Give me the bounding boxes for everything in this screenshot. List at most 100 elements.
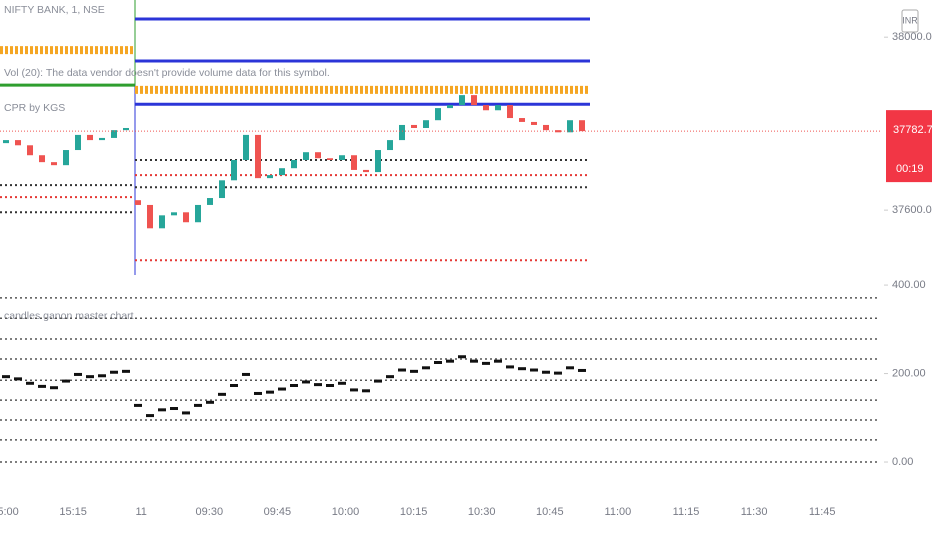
candle-body (291, 159, 297, 169)
dash-mark (98, 374, 106, 378)
candle-body (423, 120, 429, 128)
dash-mark (530, 368, 538, 372)
candle-body (543, 124, 549, 131)
dash-mark (218, 392, 226, 396)
candle-body (243, 134, 249, 160)
candle-body (111, 130, 117, 138)
dash-mark (302, 380, 310, 384)
dash-mark (158, 408, 166, 412)
candle-body (27, 145, 33, 156)
candle-body (327, 158, 333, 160)
dash-mark (38, 384, 46, 388)
candle-body (315, 152, 321, 159)
candle-body (267, 175, 273, 179)
dash-mark (458, 355, 466, 359)
dash-mark (290, 384, 298, 388)
candle-body (3, 140, 9, 144)
dash-mark (146, 414, 154, 418)
dash-mark (170, 407, 178, 411)
x-tick-label: 10:45 (536, 506, 564, 518)
dash-mark (242, 372, 250, 376)
dash-mark (554, 371, 562, 375)
candle-body (15, 140, 21, 146)
candle-body (99, 137, 105, 141)
candle-body (51, 162, 57, 166)
candle-body (279, 168, 285, 176)
volume-note: Vol (20): The data vendor doesn't provid… (4, 67, 330, 79)
x-tick-label: 11:45 (809, 506, 836, 518)
x-tick-label: 15:15 (59, 506, 87, 518)
dash-mark (326, 384, 334, 388)
candle-body (507, 105, 513, 119)
dash-mark (386, 375, 394, 379)
candle-body (147, 204, 153, 229)
dash-mark (62, 379, 70, 383)
y-tick-label: 37600.00 (892, 204, 932, 216)
x-tick-label: 10:30 (468, 506, 496, 518)
currency-badge (901, 9, 919, 33)
candle-body (411, 124, 417, 128)
candle-body (483, 105, 489, 111)
dash-mark (278, 387, 286, 391)
candle-body (471, 95, 477, 106)
dash-mark (86, 375, 94, 379)
x-tick-label: 09:45 (264, 506, 292, 518)
dash-mark (482, 361, 490, 365)
candle-body (387, 140, 393, 151)
candle-body (459, 95, 465, 106)
dash-mark (14, 377, 22, 381)
dash-mark (194, 403, 202, 407)
candle-body (231, 159, 237, 181)
candle-body (399, 124, 405, 141)
dash-mark (578, 368, 586, 372)
candle-body (87, 134, 93, 141)
lower-indicator-name: candles ganon master chart (4, 310, 134, 322)
candle-body (363, 169, 369, 173)
last-price-label: 37782.75 (893, 124, 932, 136)
dash-mark (350, 388, 358, 392)
x-tick-label: 15:00 (0, 506, 19, 518)
dash-mark (2, 375, 10, 379)
dash-mark (434, 360, 442, 364)
candle-body (135, 200, 141, 205)
dash-mark (542, 370, 550, 374)
candle-body (519, 118, 525, 122)
candle-body (219, 180, 225, 199)
candle-body (579, 120, 585, 132)
y-tick-label: 0.00 (892, 456, 913, 468)
x-tick-label: 09:30 (196, 506, 224, 518)
dash-mark (254, 391, 262, 395)
candle-body (351, 155, 357, 170)
dash-mark (518, 367, 526, 371)
x-tick-label: 11 (135, 506, 146, 518)
candle-body (171, 212, 177, 216)
y-tick-label: 400.00 (892, 279, 926, 291)
dash-mark (182, 411, 190, 415)
candle-body (495, 105, 501, 111)
dash-mark (266, 390, 274, 394)
price-tag (886, 110, 932, 183)
candle-body (435, 108, 441, 121)
dash-mark (230, 384, 238, 388)
candle-body (159, 215, 165, 229)
dash-mark (494, 359, 502, 363)
dash-mark (374, 379, 382, 383)
dash-mark (314, 383, 322, 387)
candle-body (123, 127, 129, 131)
candle-body (303, 152, 309, 160)
indicator-name: CPR by KGS (4, 102, 65, 114)
candle-body (63, 150, 69, 166)
x-tick-label: 11:15 (673, 506, 700, 518)
x-tick-label: 11:00 (605, 506, 632, 518)
candle-body (339, 155, 345, 160)
candle-body (447, 105, 453, 109)
symbol-title: NIFTY BANK, 1, NSE (4, 4, 105, 16)
dash-mark (470, 359, 478, 363)
dash-mark (134, 403, 142, 407)
dash-mark (506, 365, 514, 369)
candle-body (195, 204, 201, 223)
currency-label: INR (902, 15, 918, 25)
candle-body (255, 134, 261, 179)
candle-body (375, 150, 381, 173)
